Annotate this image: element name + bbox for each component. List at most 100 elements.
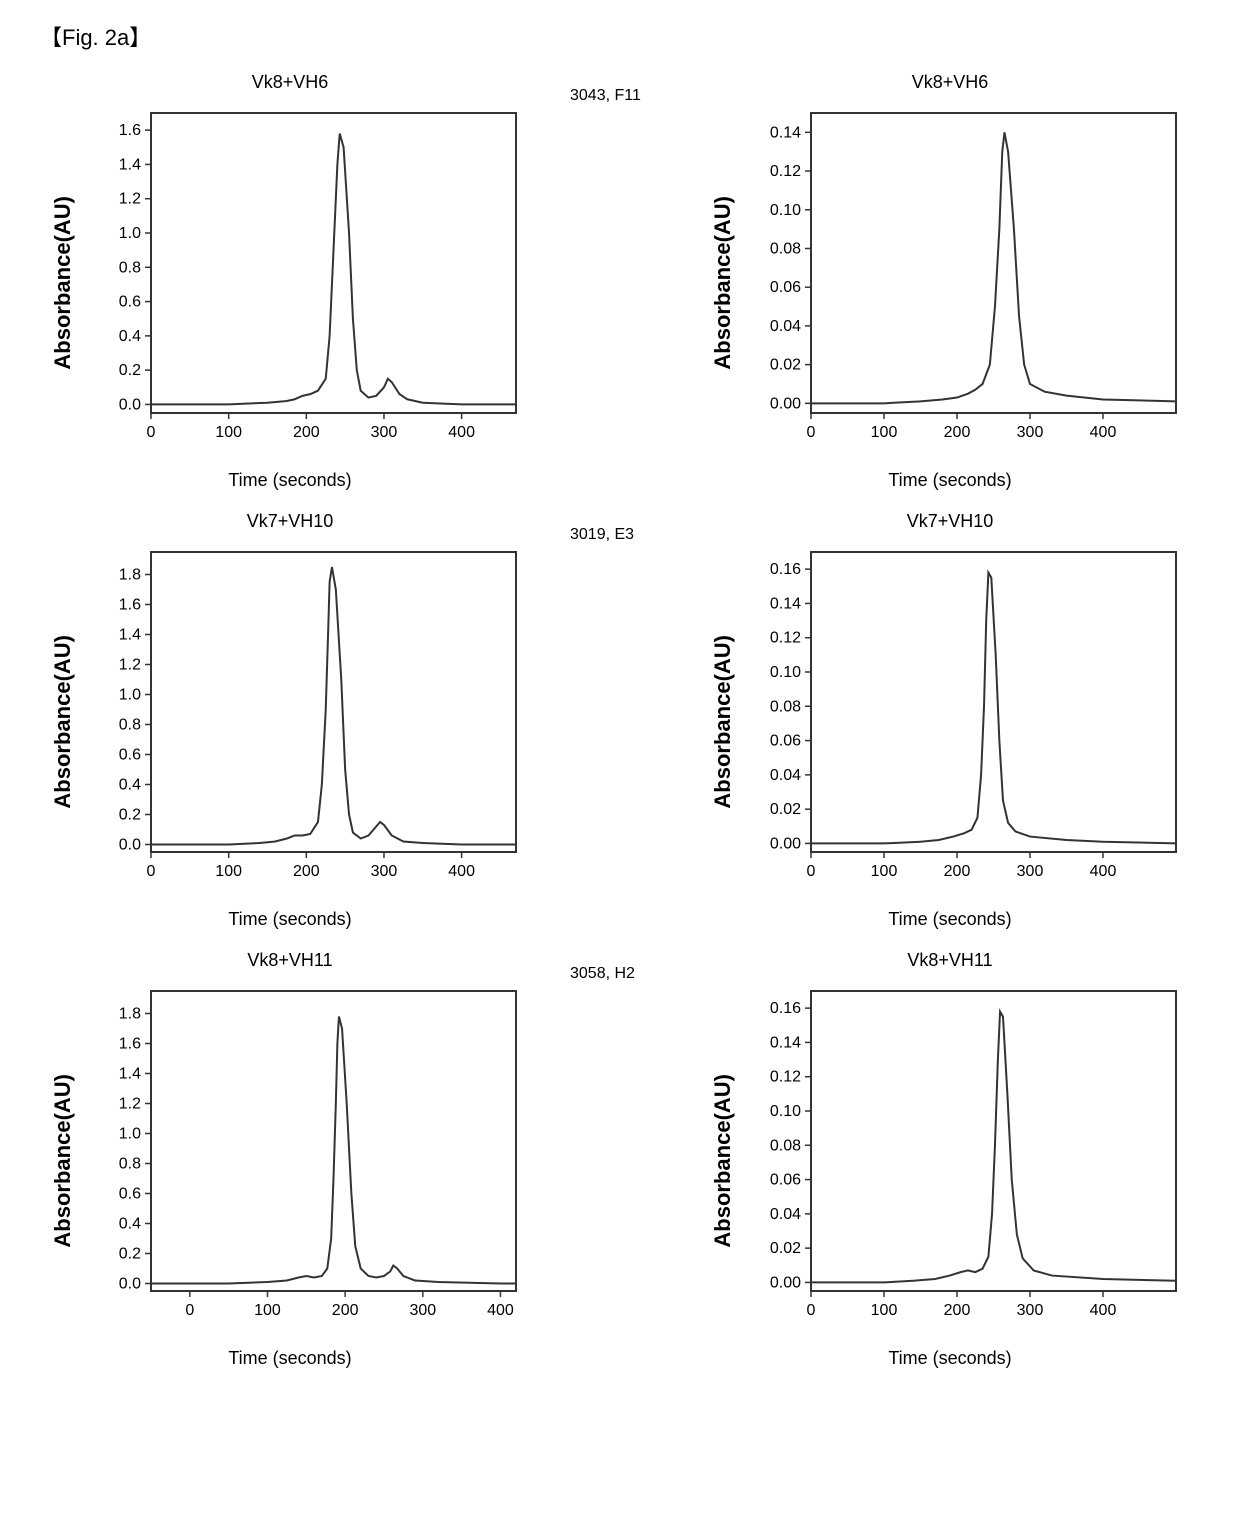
- x-axis-label: Time (seconds): [888, 1348, 1011, 1369]
- svg-text:0.4: 0.4: [118, 1216, 140, 1233]
- svg-text:0.0: 0.0: [118, 396, 140, 413]
- svg-text:200: 200: [943, 424, 970, 441]
- chart-title: Vk8+VH6: [912, 72, 989, 93]
- row-label-2: 3019, E3: [570, 511, 670, 930]
- svg-text:400: 400: [1089, 1302, 1116, 1319]
- y-axis-label: Absorbance(AU): [710, 635, 736, 809]
- svg-text:0.2: 0.2: [118, 362, 140, 379]
- svg-text:300: 300: [370, 863, 397, 880]
- chart-title: Vk8+VH11: [247, 950, 332, 971]
- chart-title: Vk8+VH11: [907, 950, 992, 971]
- svg-text:1.8: 1.8: [118, 567, 140, 584]
- chart-wrapper: Absorbance(AU) 01002003004000.000.020.04…: [710, 976, 1191, 1346]
- svg-text:0.2: 0.2: [118, 1246, 140, 1263]
- svg-text:0.08: 0.08: [769, 698, 800, 715]
- chart-title: Vk7+VH10: [907, 511, 994, 532]
- svg-text:0.08: 0.08: [769, 1137, 800, 1154]
- svg-text:0.12: 0.12: [769, 630, 800, 647]
- svg-text:0.14: 0.14: [769, 1034, 800, 1051]
- svg-text:1.4: 1.4: [118, 1066, 140, 1083]
- svg-text:400: 400: [448, 424, 475, 441]
- chart-title: Vk7+VH10: [247, 511, 334, 532]
- svg-text:1.2: 1.2: [118, 191, 140, 208]
- svg-text:0.02: 0.02: [769, 357, 800, 374]
- svg-text:300: 300: [409, 1302, 436, 1319]
- svg-text:300: 300: [370, 424, 397, 441]
- svg-text:200: 200: [292, 424, 319, 441]
- svg-text:300: 300: [1016, 863, 1043, 880]
- y-axis-label: Absorbance(AU): [710, 196, 736, 370]
- chart-grid: Vk8+VH6 Absorbance(AU) 01002003004000.00…: [20, 72, 1220, 1369]
- svg-text:0.6: 0.6: [118, 1186, 140, 1203]
- svg-text:0.6: 0.6: [118, 294, 140, 311]
- svg-text:0.14: 0.14: [769, 595, 800, 612]
- svg-text:0.00: 0.00: [769, 1274, 800, 1291]
- chart-cell-4: Vk7+VH10 Absorbance(AU) 0 100 200 300 400 0.0…: [680, 511, 1220, 930]
- y-axis-label: Absorbance(AU): [50, 196, 76, 370]
- svg-text:300: 300: [1016, 424, 1043, 441]
- chart-cell-3: Vk7+VH10 Absorbance(AU) 01002003004000.0…: [20, 511, 560, 930]
- svg-text:0.10: 0.10: [769, 202, 800, 219]
- svg-text:0.06: 0.06: [769, 1172, 800, 1189]
- svg-text:0.08: 0.08: [769, 240, 800, 257]
- svg-text:1.0: 1.0: [118, 225, 140, 242]
- chart-wrapper: Absorbance(AU) 01002003004000.00.20.40.6…: [50, 537, 531, 907]
- svg-text:0.10: 0.10: [769, 664, 800, 681]
- svg-text:300: 300: [1016, 1302, 1043, 1319]
- chart-wrapper: Absorbance(AU) 0 100 200 300 400 0.0 0.2 0.4 0.6…: [50, 98, 531, 468]
- svg-text:100: 100: [870, 863, 897, 880]
- figure-label: 【Fig. 2a】: [20, 20, 1220, 52]
- svg-text:1.6: 1.6: [118, 597, 140, 614]
- y-axis-label: Absorbance(AU): [50, 635, 76, 809]
- svg-text:0.02: 0.02: [769, 801, 800, 818]
- chart-cell-5: Vk8+VH11 Absorbance(AU) 01002003004000.0…: [20, 950, 560, 1369]
- row-label-3: 3058, H2: [570, 950, 670, 1369]
- chart-svg: 01002003004000.000.020.040.060.080.100.1…: [741, 537, 1191, 907]
- svg-text:1.0: 1.0: [118, 687, 140, 704]
- x-axis-label: Time (seconds): [228, 909, 351, 930]
- svg-text:200: 200: [943, 863, 970, 880]
- svg-text:1.8: 1.8: [118, 1006, 140, 1023]
- svg-text:0.4: 0.4: [118, 777, 140, 794]
- x-axis-label: Time (seconds): [228, 470, 351, 491]
- svg-text:1.2: 1.2: [118, 657, 140, 674]
- chart-svg: 01002003004000.000.020.040.060.080.100.1…: [741, 976, 1191, 1346]
- svg-text:200: 200: [331, 1302, 358, 1319]
- chart-wrapper: Absorbance(AU) 01002003004000.000.020.04…: [710, 98, 1191, 468]
- svg-text:0.4: 0.4: [118, 328, 140, 345]
- svg-text:1.6: 1.6: [118, 122, 140, 139]
- svg-text:0.04: 0.04: [769, 767, 800, 784]
- row-label-1: 3043, F11: [570, 72, 670, 491]
- svg-text:100: 100: [870, 424, 897, 441]
- svg-text:400: 400: [448, 863, 475, 880]
- svg-text:0.04: 0.04: [769, 318, 800, 335]
- svg-text:0.02: 0.02: [769, 1240, 800, 1257]
- y-axis-label: Absorbance(AU): [50, 1074, 76, 1248]
- chart-cell-6: Vk8+VH11 Absorbance(AU) 01002003004000.0…: [680, 950, 1220, 1369]
- svg-text:0.10: 0.10: [769, 1103, 800, 1120]
- chart-cell-2: Vk8+VH6 Absorbance(AU) 01002003004000.00…: [680, 72, 1220, 491]
- svg-text:0.0: 0.0: [118, 1276, 140, 1293]
- chart-svg: 0 100 200 300 400 0.0 0.2 0.4 0.6 0.8 1.0 1.2 1.4 1.6: [81, 98, 531, 468]
- svg-text:0.16: 0.16: [769, 561, 800, 578]
- chart-svg: 01002003004000.000.020.040.060.080.100.1…: [741, 98, 1191, 468]
- svg-text:100: 100: [215, 863, 242, 880]
- svg-text:400: 400: [1089, 424, 1116, 441]
- svg-text:0: 0: [806, 424, 815, 441]
- y-axis-label: Absorbance(AU): [710, 1074, 736, 1248]
- svg-text:200: 200: [292, 863, 319, 880]
- svg-text:0.8: 0.8: [118, 717, 140, 734]
- svg-text:0.12: 0.12: [769, 1069, 800, 1086]
- svg-text:100: 100: [254, 1302, 281, 1319]
- svg-text:0.06: 0.06: [769, 279, 800, 296]
- svg-text:400: 400: [1089, 863, 1116, 880]
- svg-text:1.4: 1.4: [118, 156, 140, 173]
- svg-text:0: 0: [185, 1302, 194, 1319]
- svg-text:0.8: 0.8: [118, 259, 140, 276]
- svg-text:0: 0: [806, 863, 815, 880]
- svg-text:100: 100: [215, 424, 242, 441]
- svg-text:0: 0: [146, 424, 155, 441]
- chart-wrapper: Absorbance(AU) 01002003004000.000.020.04…: [710, 537, 1191, 907]
- svg-text:0.8: 0.8: [118, 1156, 140, 1173]
- svg-text:0.0: 0.0: [118, 837, 140, 854]
